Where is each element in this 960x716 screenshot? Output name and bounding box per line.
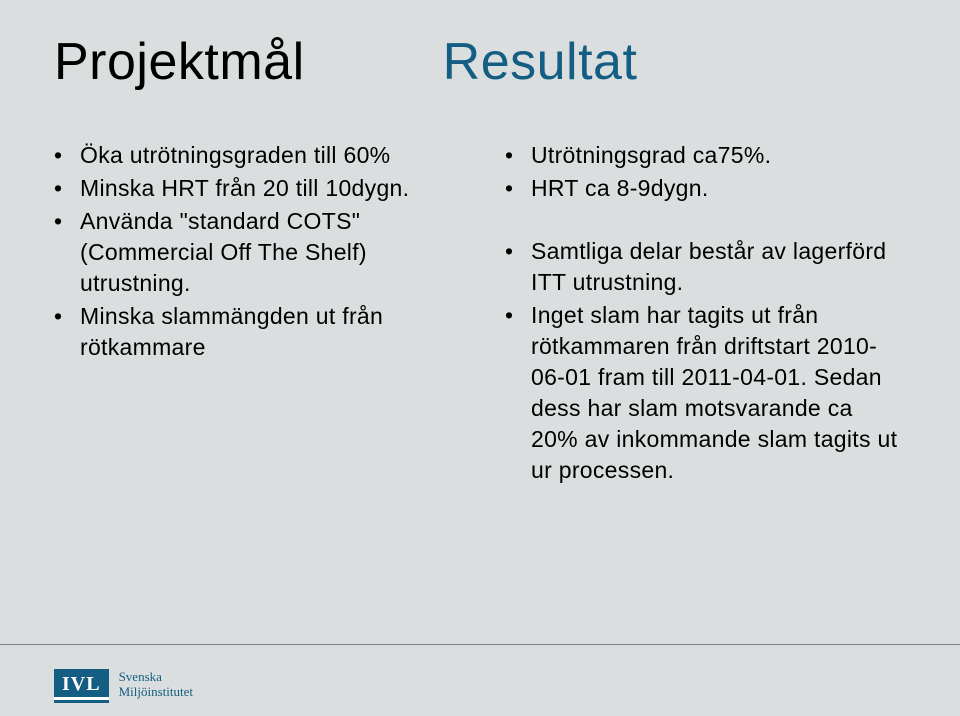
headings-row: Projektmål Resultat	[54, 32, 906, 92]
list-item: Öka utrötningsgraden till 60%	[54, 140, 455, 171]
left-list: Öka utrötningsgraden till 60% Minska HRT…	[54, 140, 455, 363]
logo-mark: IVL	[54, 669, 109, 700]
list-item: Använda "standard COTS" (Commercial Off …	[54, 206, 455, 299]
list-item: Minska slammängden ut från rötkammare	[54, 301, 455, 363]
heading-left: Projektmål	[54, 32, 305, 92]
right-column: Utrötningsgrad ca75%. HRT ca 8-9dygn. Sa…	[505, 140, 906, 488]
list-spacer	[505, 206, 906, 234]
logo-text: Svenska Miljöinstitutet	[119, 670, 193, 700]
list-item: Samtliga delar består av lagerförd ITT u…	[505, 236, 906, 298]
list-item: Minska HRT från 20 till 10dygn.	[54, 173, 455, 204]
logo-line2: Miljöinstitutet	[119, 685, 193, 700]
footer-divider	[0, 644, 960, 645]
logo: IVL Svenska Miljöinstitutet	[54, 669, 193, 700]
heading-right: Resultat	[443, 32, 638, 92]
logo-line1: Svenska	[119, 670, 193, 685]
footer: IVL Svenska Miljöinstitutet	[0, 644, 960, 716]
right-list: Utrötningsgrad ca75%. HRT ca 8-9dygn. Sa…	[505, 140, 906, 486]
list-item: HRT ca 8-9dygn.	[505, 173, 906, 204]
left-column: Öka utrötningsgraden till 60% Minska HRT…	[54, 140, 455, 488]
columns: Öka utrötningsgraden till 60% Minska HRT…	[54, 140, 906, 488]
list-item: Utrötningsgrad ca75%.	[505, 140, 906, 171]
list-item: Inget slam har tagits ut från rötkammare…	[505, 300, 906, 486]
slide: Projektmål Resultat Öka utrötningsgraden…	[0, 0, 960, 716]
